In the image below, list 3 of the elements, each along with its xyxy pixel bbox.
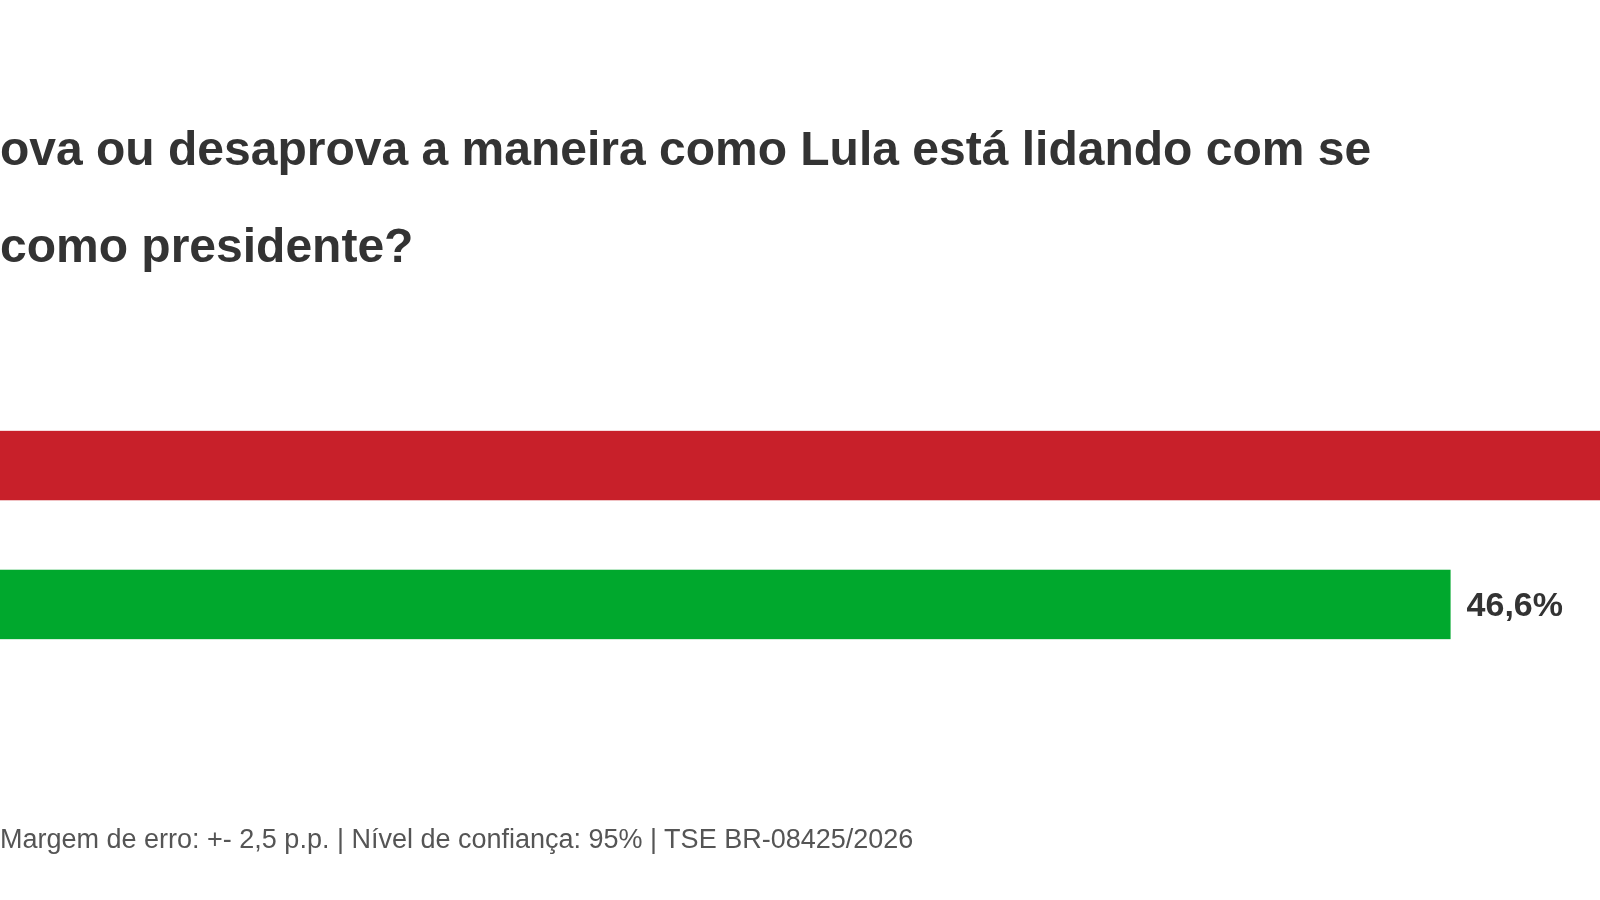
chart-title: ova ou desaprova a maneira como Lula está lidando com se como presidente? [0,122,1372,272]
data-label: 46,6% [1466,585,1563,624]
text: Margem de erro: +- 2,5 p.p. | Nível de confiança: 95% | TSE BR-08425/2026 [0,824,914,854]
